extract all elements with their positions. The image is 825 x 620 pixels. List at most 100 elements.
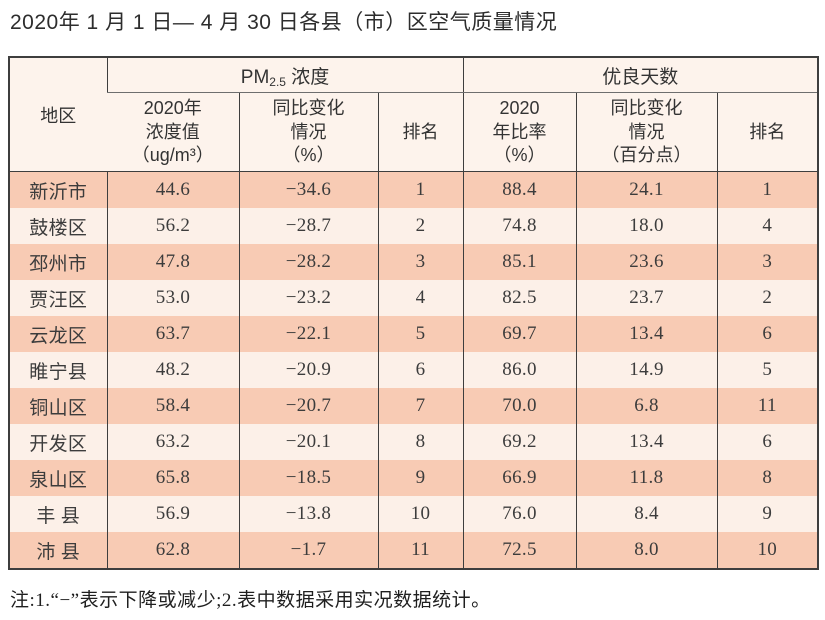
- pm-value-cell: 56.2: [106, 208, 239, 245]
- pm-value-cell: 62.8: [106, 532, 239, 570]
- pm-change-cell: −18.5: [238, 460, 378, 497]
- pm-change-cell: −13.8: [238, 496, 378, 533]
- rate-change-cell: 13.4: [575, 316, 718, 353]
- table-row: 云龙区 63.7 −22.1 5 69.7 13.4 6: [9, 316, 819, 353]
- col-header-pm-change: 同比变化 情况 （%）: [238, 92, 378, 173]
- pm-change-cell: −20.9: [238, 352, 378, 389]
- table-row: 铜山区 58.4 −20.7 7 70.0 6.8 11: [9, 388, 819, 425]
- rate-change-cell: 8.4: [575, 496, 718, 533]
- rate-change-cell: 18.0: [575, 208, 718, 245]
- rate-cell: 74.8: [462, 208, 577, 245]
- pm-value-cell: 44.6: [106, 171, 239, 209]
- region-cell: 云龙区: [9, 316, 107, 353]
- pm-value-cell: 63.2: [106, 424, 239, 461]
- rate-rank-cell: 9: [716, 496, 819, 533]
- table-row: 睢宁县 48.2 −20.9 6 86.0 14.9 5: [9, 352, 819, 389]
- pm25-label-subscript: 2.5: [269, 74, 286, 89]
- pm-rank-cell: 7: [377, 388, 464, 425]
- rate-cell: 69.7: [462, 316, 577, 353]
- rate-cell: 82.5: [462, 280, 577, 317]
- pm-rank-cell: 3: [377, 244, 464, 281]
- page-title: 2020年 1 月 1 日— 4 月 30 日各县（市）区空气质量情况: [10, 11, 558, 34]
- region-cell: 邳州市: [9, 244, 107, 281]
- region-cell: 沛 县: [9, 532, 107, 570]
- rate-change-cell: 13.4: [575, 424, 718, 461]
- pm-value-cell: 65.8: [106, 460, 239, 497]
- rate-rank-cell: 2: [716, 280, 819, 317]
- pm-value-cell: 47.8: [106, 244, 239, 281]
- pm-rank-cell: 1: [377, 171, 464, 209]
- rate-rank-cell: 11: [716, 388, 819, 425]
- pm-rank-cell: 5: [377, 316, 464, 353]
- table-row: 新沂市 44.6 −34.6 1 88.4 24.1 1: [9, 171, 819, 209]
- pm-rank-cell: 2: [377, 208, 464, 245]
- rate-rank-cell: 3: [716, 244, 819, 281]
- rate-rank-cell: 5: [716, 352, 819, 389]
- rate-cell: 88.4: [462, 171, 577, 209]
- pm-value-cell: 56.9: [106, 496, 239, 533]
- table-row: 丰 县 56.9 −13.8 10 76.0 8.4 9: [9, 496, 819, 533]
- region-cell: 泉山区: [9, 460, 107, 497]
- rate-rank-cell: 10: [716, 532, 819, 570]
- rate-cell: 85.1: [462, 244, 577, 281]
- pm-rank-cell: 6: [377, 352, 464, 389]
- pm-change-cell: −20.1: [238, 424, 378, 461]
- rate-change-cell: 8.0: [575, 532, 718, 570]
- table-row: 鼓楼区 56.2 −28.7 2 74.8 18.0 4: [9, 208, 819, 245]
- col-header-rate-rank: 排名: [716, 92, 819, 173]
- table-row: 泉山区 65.8 −18.5 9 66.9 11.8 8: [9, 460, 819, 497]
- footnote: 注:1.“−”表示下降或减少;2.表中数据采用实况数据统计。: [10, 590, 491, 612]
- table-header: 地区 PM2.5 浓度 优良天数 2020年 浓度值 （ug/m³） 同比变化 …: [9, 57, 819, 173]
- rate-change-cell: 6.8: [575, 388, 718, 425]
- pm-rank-cell: 8: [377, 424, 464, 461]
- pm-rank-cell: 10: [377, 496, 464, 533]
- pm-value-cell: 53.0: [106, 280, 239, 317]
- rate-change-cell: 24.1: [575, 171, 718, 209]
- col-header-rate: 2020 年比率 （%）: [462, 92, 577, 173]
- pm-rank-cell: 11: [377, 532, 464, 570]
- rate-cell: 69.2: [462, 424, 577, 461]
- col-header-pm-rank: 排名: [377, 92, 464, 173]
- pm-change-cell: −34.6: [238, 171, 378, 209]
- rate-rank-cell: 8: [716, 460, 819, 497]
- table-body: 新沂市 44.6 −34.6 1 88.4 24.1 1 鼓楼区 56.2 −28.7 2 74.8 1…: [9, 171, 819, 570]
- rate-cell: 72.5: [462, 532, 577, 570]
- rate-change-cell: 14.9: [575, 352, 718, 389]
- region-cell: 睢宁县: [9, 352, 107, 389]
- col-header-region: 地区: [9, 57, 107, 173]
- region-cell: 新沂市: [9, 171, 107, 209]
- pm25-label-suffix: 浓度: [285, 66, 330, 88]
- rate-rank-cell: 4: [716, 208, 819, 245]
- region-cell: 鼓楼区: [9, 208, 107, 245]
- rate-cell: 76.0: [462, 496, 577, 533]
- rate-cell: 66.9: [462, 460, 577, 497]
- rate-change-cell: 23.7: [575, 280, 718, 317]
- pm-change-cell: −28.2: [238, 244, 378, 281]
- region-cell: 铜山区: [9, 388, 107, 425]
- col-header-rate-change: 同比变化 情况 （百分点）: [575, 92, 718, 173]
- table-row: 沛 县 62.8 −1.7 11 72.5 8.0 10: [9, 532, 819, 570]
- rate-rank-cell: 6: [716, 424, 819, 461]
- rate-rank-cell: 6: [716, 316, 819, 353]
- pm25-label-prefix: PM: [240, 66, 270, 88]
- col-group-good-days: 优良天数: [462, 57, 819, 94]
- pm-value-cell: 58.4: [106, 388, 239, 425]
- col-group-pm25: PM2.5 浓度: [106, 57, 464, 94]
- rate-cell: 86.0: [462, 352, 577, 389]
- col-header-pm-value: 2020年 浓度值 （ug/m³）: [107, 92, 239, 173]
- rate-change-cell: 23.6: [575, 244, 718, 281]
- table-row: 邳州市 47.8 −28.2 3 85.1 23.6 3: [9, 244, 819, 281]
- region-cell: 开发区: [9, 424, 107, 461]
- rate-change-cell: 11.8: [575, 460, 718, 497]
- table-row: 开发区 63.2 −20.1 8 69.2 13.4 6: [9, 424, 819, 461]
- pm-rank-cell: 9: [377, 460, 464, 497]
- pm-change-cell: −22.1: [238, 316, 378, 353]
- region-cell: 贾汪区: [9, 280, 107, 317]
- pm-change-cell: −1.7: [238, 532, 378, 570]
- rate-cell: 70.0: [462, 388, 577, 425]
- pm-change-cell: −20.7: [238, 388, 378, 425]
- pm-value-cell: 48.2: [106, 352, 239, 389]
- pm-value-cell: 63.7: [106, 316, 239, 353]
- pm-rank-cell: 4: [377, 280, 464, 317]
